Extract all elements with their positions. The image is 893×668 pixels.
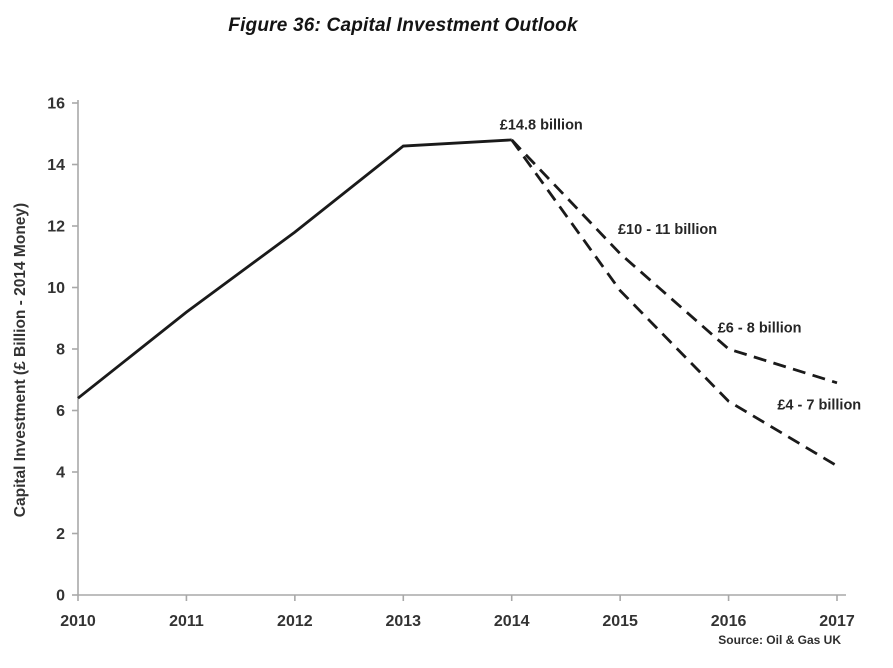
y-tick-label: 4 bbox=[56, 465, 65, 482]
annotation-label: £6 - 8 billion bbox=[718, 320, 802, 336]
y-tick-label: 16 bbox=[47, 96, 65, 113]
x-tick-label: 2012 bbox=[277, 613, 313, 630]
source-note: Source: Oil & Gas UK bbox=[718, 633, 841, 647]
y-tick-label: 6 bbox=[56, 403, 65, 420]
y-tick-label: 14 bbox=[47, 157, 65, 174]
series-forecast-lower-bound bbox=[510, 139, 838, 468]
series-forecast-upper-bound bbox=[510, 138, 838, 385]
x-tick-label: 2015 bbox=[602, 613, 638, 630]
y-tick-label: 0 bbox=[56, 588, 65, 605]
x-tick-label: 2014 bbox=[494, 613, 530, 630]
y-tick-label: 10 bbox=[47, 280, 65, 297]
annotation-label: £14.8 billion bbox=[500, 118, 583, 134]
annotation-label: £10 - 11 billion bbox=[618, 222, 717, 238]
y-tick-label: 8 bbox=[56, 342, 65, 359]
y-tick-label: 2 bbox=[56, 526, 65, 543]
x-tick-label: 2017 bbox=[819, 613, 855, 630]
y-tick-label: 12 bbox=[47, 219, 65, 236]
x-tick-label: 2013 bbox=[385, 613, 421, 630]
series-historical-capital-investment bbox=[77, 138, 512, 400]
annotation-label: £4 - 7 billion bbox=[777, 397, 861, 413]
x-tick-label: 2011 bbox=[169, 613, 204, 630]
y-axis-title: Capital Investment (£ Billion - 2014 Mon… bbox=[12, 203, 29, 517]
x-tick-label: 2010 bbox=[60, 613, 96, 630]
x-tick-label: 2016 bbox=[711, 613, 747, 630]
chart-title: Figure 36: Capital Investment Outlook bbox=[228, 15, 578, 36]
